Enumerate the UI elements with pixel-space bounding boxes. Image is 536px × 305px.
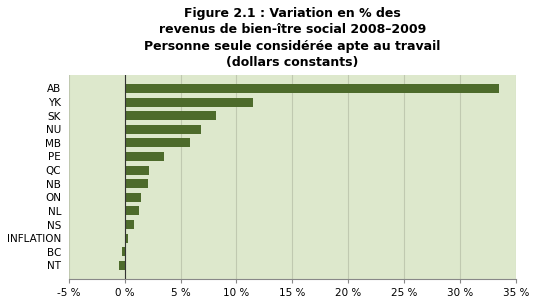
Bar: [125, 166, 150, 174]
Bar: [125, 138, 190, 147]
Bar: [125, 179, 148, 188]
Bar: [125, 220, 133, 229]
Bar: [125, 193, 142, 202]
Bar: [125, 84, 499, 93]
Bar: [125, 152, 164, 161]
Bar: [123, 247, 125, 256]
Bar: [125, 206, 139, 215]
Title: Figure 2.1 : Variation en % des
revenus de bien-ître social 2008–2009
Personne s: Figure 2.1 : Variation en % des revenus …: [144, 7, 441, 70]
Bar: [125, 98, 253, 106]
Bar: [125, 111, 217, 120]
Bar: [119, 261, 125, 270]
Bar: [125, 125, 200, 134]
Bar: [125, 234, 128, 242]
